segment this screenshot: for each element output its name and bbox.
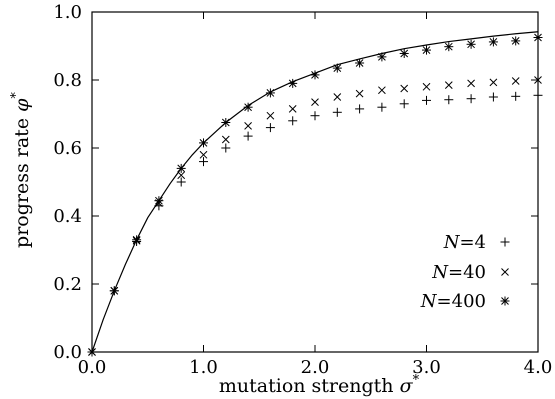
- point-cross: [422, 82, 431, 91]
- y-tick-label: 0.2: [53, 274, 82, 295]
- x-tick-label: 4.0: [524, 357, 553, 378]
- point-plus: [221, 143, 231, 153]
- point-asterisk: [109, 286, 119, 296]
- point-cross: [177, 171, 186, 180]
- legend-label: N=40: [431, 262, 486, 283]
- point-asterisk: [221, 118, 231, 127]
- y-tick-label: 1.0: [53, 2, 82, 23]
- point-plus: [310, 111, 320, 121]
- point-cross: [511, 77, 520, 85]
- point-plus: [399, 99, 409, 109]
- x-tick-label: 3.0: [412, 357, 441, 378]
- x-axis-title: mutation strength σ*: [219, 373, 420, 397]
- legend-marker-plus: [500, 237, 510, 247]
- legend-label: N=400: [420, 291, 486, 312]
- point-cross: [467, 79, 475, 88]
- y-tick-label: 0.4: [53, 206, 82, 227]
- point-cross: [221, 135, 230, 144]
- legend-marker-asterisk: [500, 296, 510, 306]
- point-cross: [311, 98, 319, 106]
- point-asterisk: [199, 138, 208, 148]
- x-tick-label: 2.0: [301, 357, 330, 378]
- point-plus: [444, 95, 454, 105]
- point-cross: [288, 105, 297, 113]
- point-asterisk: [87, 347, 97, 357]
- point-plus: [288, 116, 298, 126]
- x-axis-symbol: σ: [400, 375, 414, 397]
- data-points-layer: [87, 33, 543, 357]
- point-plus: [332, 107, 342, 117]
- point-asterisk: [310, 70, 320, 80]
- point-asterisk: [444, 42, 454, 52]
- point-asterisk: [377, 52, 387, 62]
- point-plus: [176, 177, 186, 187]
- theory-curve-layer: [91, 31, 539, 353]
- series-plus: [87, 90, 543, 357]
- point-asterisk: [243, 102, 253, 112]
- point-asterisk: [288, 78, 298, 88]
- point-cross: [444, 81, 453, 89]
- point-asterisk: [511, 36, 521, 46]
- point-cross: [199, 150, 208, 159]
- point-asterisk: [154, 196, 164, 206]
- point-asterisk: [533, 33, 543, 42]
- point-asterisk: [488, 37, 498, 47]
- point-cross: [333, 93, 342, 101]
- point-plus: [377, 102, 387, 112]
- point-cross: [355, 89, 364, 98]
- y-tick-label: 0.8: [53, 70, 82, 91]
- legend: N=4 N=40 N=400: [420, 232, 510, 312]
- point-plus: [511, 91, 521, 101]
- point-plus: [355, 104, 365, 114]
- point-asterisk: [422, 45, 431, 55]
- ticks: 0.0 1.0 2.0 3.0 4.0 0.0 0.2 0.4 0.6 0.8 1.0: [53, 2, 552, 378]
- point-cross: [534, 76, 542, 84]
- point-asterisk: [132, 235, 142, 245]
- x-tick-label: 0.0: [78, 357, 107, 378]
- point-cross: [378, 86, 386, 95]
- point-cross: [489, 78, 498, 87]
- point-asterisk: [176, 163, 186, 173]
- point-plus: [243, 131, 253, 141]
- point-asterisk: [399, 48, 409, 58]
- x-tick-label: 1.0: [189, 357, 218, 378]
- point-asterisk: [265, 88, 275, 98]
- point-plus: [466, 94, 476, 104]
- point-cross: [400, 84, 409, 93]
- point-cross: [244, 122, 252, 130]
- point-asterisk: [466, 39, 476, 49]
- y-axis-symbol: φ: [11, 98, 33, 112]
- point-plus: [422, 95, 431, 105]
- y-tick-label: 0.6: [53, 138, 82, 159]
- legend-marker-cross: [501, 268, 509, 276]
- series-asterisk: [87, 33, 543, 357]
- x-axis-sup: *: [413, 373, 420, 388]
- point-plus: [265, 123, 275, 133]
- point-asterisk: [332, 63, 342, 73]
- theory-curve: [91, 31, 539, 353]
- y-tick-label: 0.0: [53, 342, 82, 363]
- legend-label: N=4: [443, 232, 486, 253]
- point-plus: [488, 92, 498, 102]
- point-plus: [533, 90, 543, 100]
- y-axis-sup: *: [9, 92, 24, 99]
- point-cross: [266, 111, 275, 120]
- y-axis-title: progress rate φ*: [9, 92, 33, 248]
- point-plus: [199, 157, 208, 167]
- point-asterisk: [355, 58, 365, 68]
